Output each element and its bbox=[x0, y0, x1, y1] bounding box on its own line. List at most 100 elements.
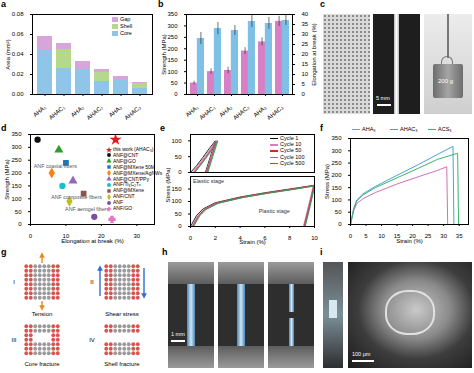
svg-text:10: 10 bbox=[311, 235, 318, 241]
svg-text:Strength (MPa): Strength (MPa) bbox=[161, 34, 167, 75]
svg-text:25: 25 bbox=[425, 233, 432, 239]
svg-text:100: 100 bbox=[171, 198, 182, 204]
svg-text:AHAC₂: AHAC₂ bbox=[85, 104, 104, 121]
svg-text:AHA₃: AHA₃ bbox=[252, 104, 268, 119]
svg-text:150: 150 bbox=[11, 183, 22, 189]
svg-text:350: 350 bbox=[167, 11, 178, 17]
svg-text:Strain (%): Strain (%) bbox=[239, 239, 266, 245]
svg-text:AHA₂: AHA₂ bbox=[70, 104, 86, 118]
svg-text:I: I bbox=[13, 279, 15, 285]
svg-text:0: 0 bbox=[189, 235, 193, 241]
svg-text:20: 20 bbox=[98, 232, 105, 239]
svg-text:0: 0 bbox=[338, 221, 342, 227]
svg-text:10: 10 bbox=[62, 232, 70, 239]
svg-text:5: 5 bbox=[302, 81, 306, 87]
html-text:ANF@MXene 50M: ANF@MXene 50M bbox=[113, 163, 155, 170]
svg-text:ANF coaxial fibers: ANF coaxial fibers bbox=[34, 163, 77, 169]
svg-text:Core fracture: Core fracture bbox=[24, 361, 60, 367]
svg-text:350: 350 bbox=[331, 135, 342, 141]
svg-text:250: 250 bbox=[167, 34, 178, 40]
svg-text:AHA₂: AHA₂ bbox=[218, 104, 234, 119]
svg-text:250: 250 bbox=[331, 160, 342, 166]
svg-text:30: 30 bbox=[133, 233, 140, 239]
svg-text:0: 0 bbox=[174, 91, 178, 97]
svg-text:50: 50 bbox=[171, 80, 178, 86]
svg-text:Tension: Tension bbox=[32, 311, 53, 317]
svg-text:Plastic stage: Plastic stage bbox=[259, 208, 290, 214]
svg-text:20: 20 bbox=[302, 51, 309, 57]
svg-text:II: II bbox=[90, 279, 94, 285]
svg-text:AHAC₃: AHAC₃ bbox=[123, 104, 142, 121]
svg-text:0.04: 0.04 bbox=[12, 51, 24, 57]
svg-text:Shell fracture: Shell fracture bbox=[104, 361, 140, 367]
svg-text:300: 300 bbox=[11, 144, 22, 150]
svg-text:AHA₁: AHA₁ bbox=[184, 104, 200, 118]
svg-text:30: 30 bbox=[440, 233, 447, 239]
svg-text:AHAC₁: AHAC₁ bbox=[198, 104, 216, 121]
svg-text:0.08: 0.08 bbox=[12, 11, 24, 17]
svg-text:Elastic stage: Elastic stage bbox=[193, 178, 224, 184]
svg-text:Strength (MPa): Strength (MPa) bbox=[4, 159, 10, 200]
svg-text:0: 0 bbox=[29, 233, 33, 239]
svg-text:50: 50 bbox=[175, 154, 182, 160]
svg-text:200: 200 bbox=[167, 46, 178, 52]
html-text:ANF@MXene/AgNWs: ANF@MXene/AgNWs bbox=[113, 169, 163, 176]
svg-text:250: 250 bbox=[11, 157, 22, 163]
svg-text:300: 300 bbox=[167, 23, 178, 29]
svg-text:50: 50 bbox=[175, 211, 182, 217]
svg-text:35: 35 bbox=[456, 233, 463, 239]
svg-text:100: 100 bbox=[167, 69, 178, 75]
html-text:ANF@CNT/PPy: ANF@CNT/PPy bbox=[113, 175, 149, 182]
svg-text:0.06: 0.06 bbox=[12, 31, 24, 37]
svg-text:50: 50 bbox=[15, 209, 22, 215]
svg-text:AHAC₃: AHAC₃ bbox=[266, 104, 285, 121]
svg-text:0: 0 bbox=[178, 223, 182, 229]
svg-text:5: 5 bbox=[364, 233, 368, 239]
svg-text:IV: IV bbox=[89, 337, 95, 343]
svg-text:100: 100 bbox=[11, 196, 22, 202]
svg-text:AHAC₂: AHAC₂ bbox=[232, 104, 251, 121]
svg-text:0: 0 bbox=[18, 221, 22, 227]
svg-text:200: 200 bbox=[331, 172, 342, 178]
svg-text:8: 8 bbox=[288, 235, 292, 241]
html-text:ANF@CNT: ANF@CNT bbox=[113, 151, 139, 158]
svg-text:50: 50 bbox=[335, 209, 342, 215]
svg-text:0.00: 0.00 bbox=[12, 91, 24, 97]
html-text:Gap: Gap bbox=[120, 15, 131, 22]
svg-text:150: 150 bbox=[171, 186, 182, 192]
svg-text:Elongation at break (%): Elongation at break (%) bbox=[311, 23, 317, 86]
svg-text:25: 25 bbox=[302, 41, 309, 47]
svg-text:III: III bbox=[11, 337, 16, 343]
svg-text:300: 300 bbox=[331, 148, 342, 154]
svg-text:AHAC₁: AHAC₁ bbox=[48, 104, 66, 121]
svg-text:100: 100 bbox=[171, 138, 182, 144]
svg-text:100: 100 bbox=[331, 197, 342, 203]
svg-text:35: 35 bbox=[302, 21, 309, 27]
svg-text:Shear stress: Shear stress bbox=[105, 311, 139, 317]
svg-text:AHA₁: AHA₁ bbox=[32, 104, 47, 118]
html-text:ANF@GO: ANF@GO bbox=[113, 157, 136, 164]
svg-text:30: 30 bbox=[302, 31, 309, 37]
svg-text:40: 40 bbox=[302, 11, 309, 17]
svg-text:2: 2 bbox=[214, 235, 218, 241]
svg-text:10: 10 bbox=[378, 233, 385, 239]
html-text:Core: Core bbox=[120, 29, 132, 36]
svg-text:Stress (MPa): Stress (MPa) bbox=[324, 164, 330, 199]
svg-text:0: 0 bbox=[349, 233, 353, 239]
svg-text:Area (mm²): Area (mm²) bbox=[5, 39, 11, 69]
svg-text:0: 0 bbox=[302, 91, 306, 97]
svg-text:200: 200 bbox=[11, 170, 22, 176]
svg-text:150: 150 bbox=[167, 57, 178, 63]
svg-text:10: 10 bbox=[302, 71, 309, 77]
svg-text:350: 350 bbox=[11, 131, 22, 137]
svg-text:AHA₃: AHA₃ bbox=[108, 104, 124, 118]
svg-text:Strain (%): Strain (%) bbox=[396, 238, 423, 244]
html-text:Shell: Shell bbox=[120, 22, 133, 29]
svg-text:0.02: 0.02 bbox=[12, 71, 24, 77]
svg-text:ANF aerogel fibers: ANF aerogel fibers bbox=[65, 206, 110, 212]
svg-text:Elongation at break (%): Elongation at break (%) bbox=[61, 238, 124, 244]
svg-text:ANF composite fibers: ANF composite fibers bbox=[51, 194, 102, 200]
svg-text:0: 0 bbox=[178, 169, 182, 175]
svg-text:150: 150 bbox=[331, 185, 342, 191]
svg-text:15: 15 bbox=[302, 61, 309, 67]
